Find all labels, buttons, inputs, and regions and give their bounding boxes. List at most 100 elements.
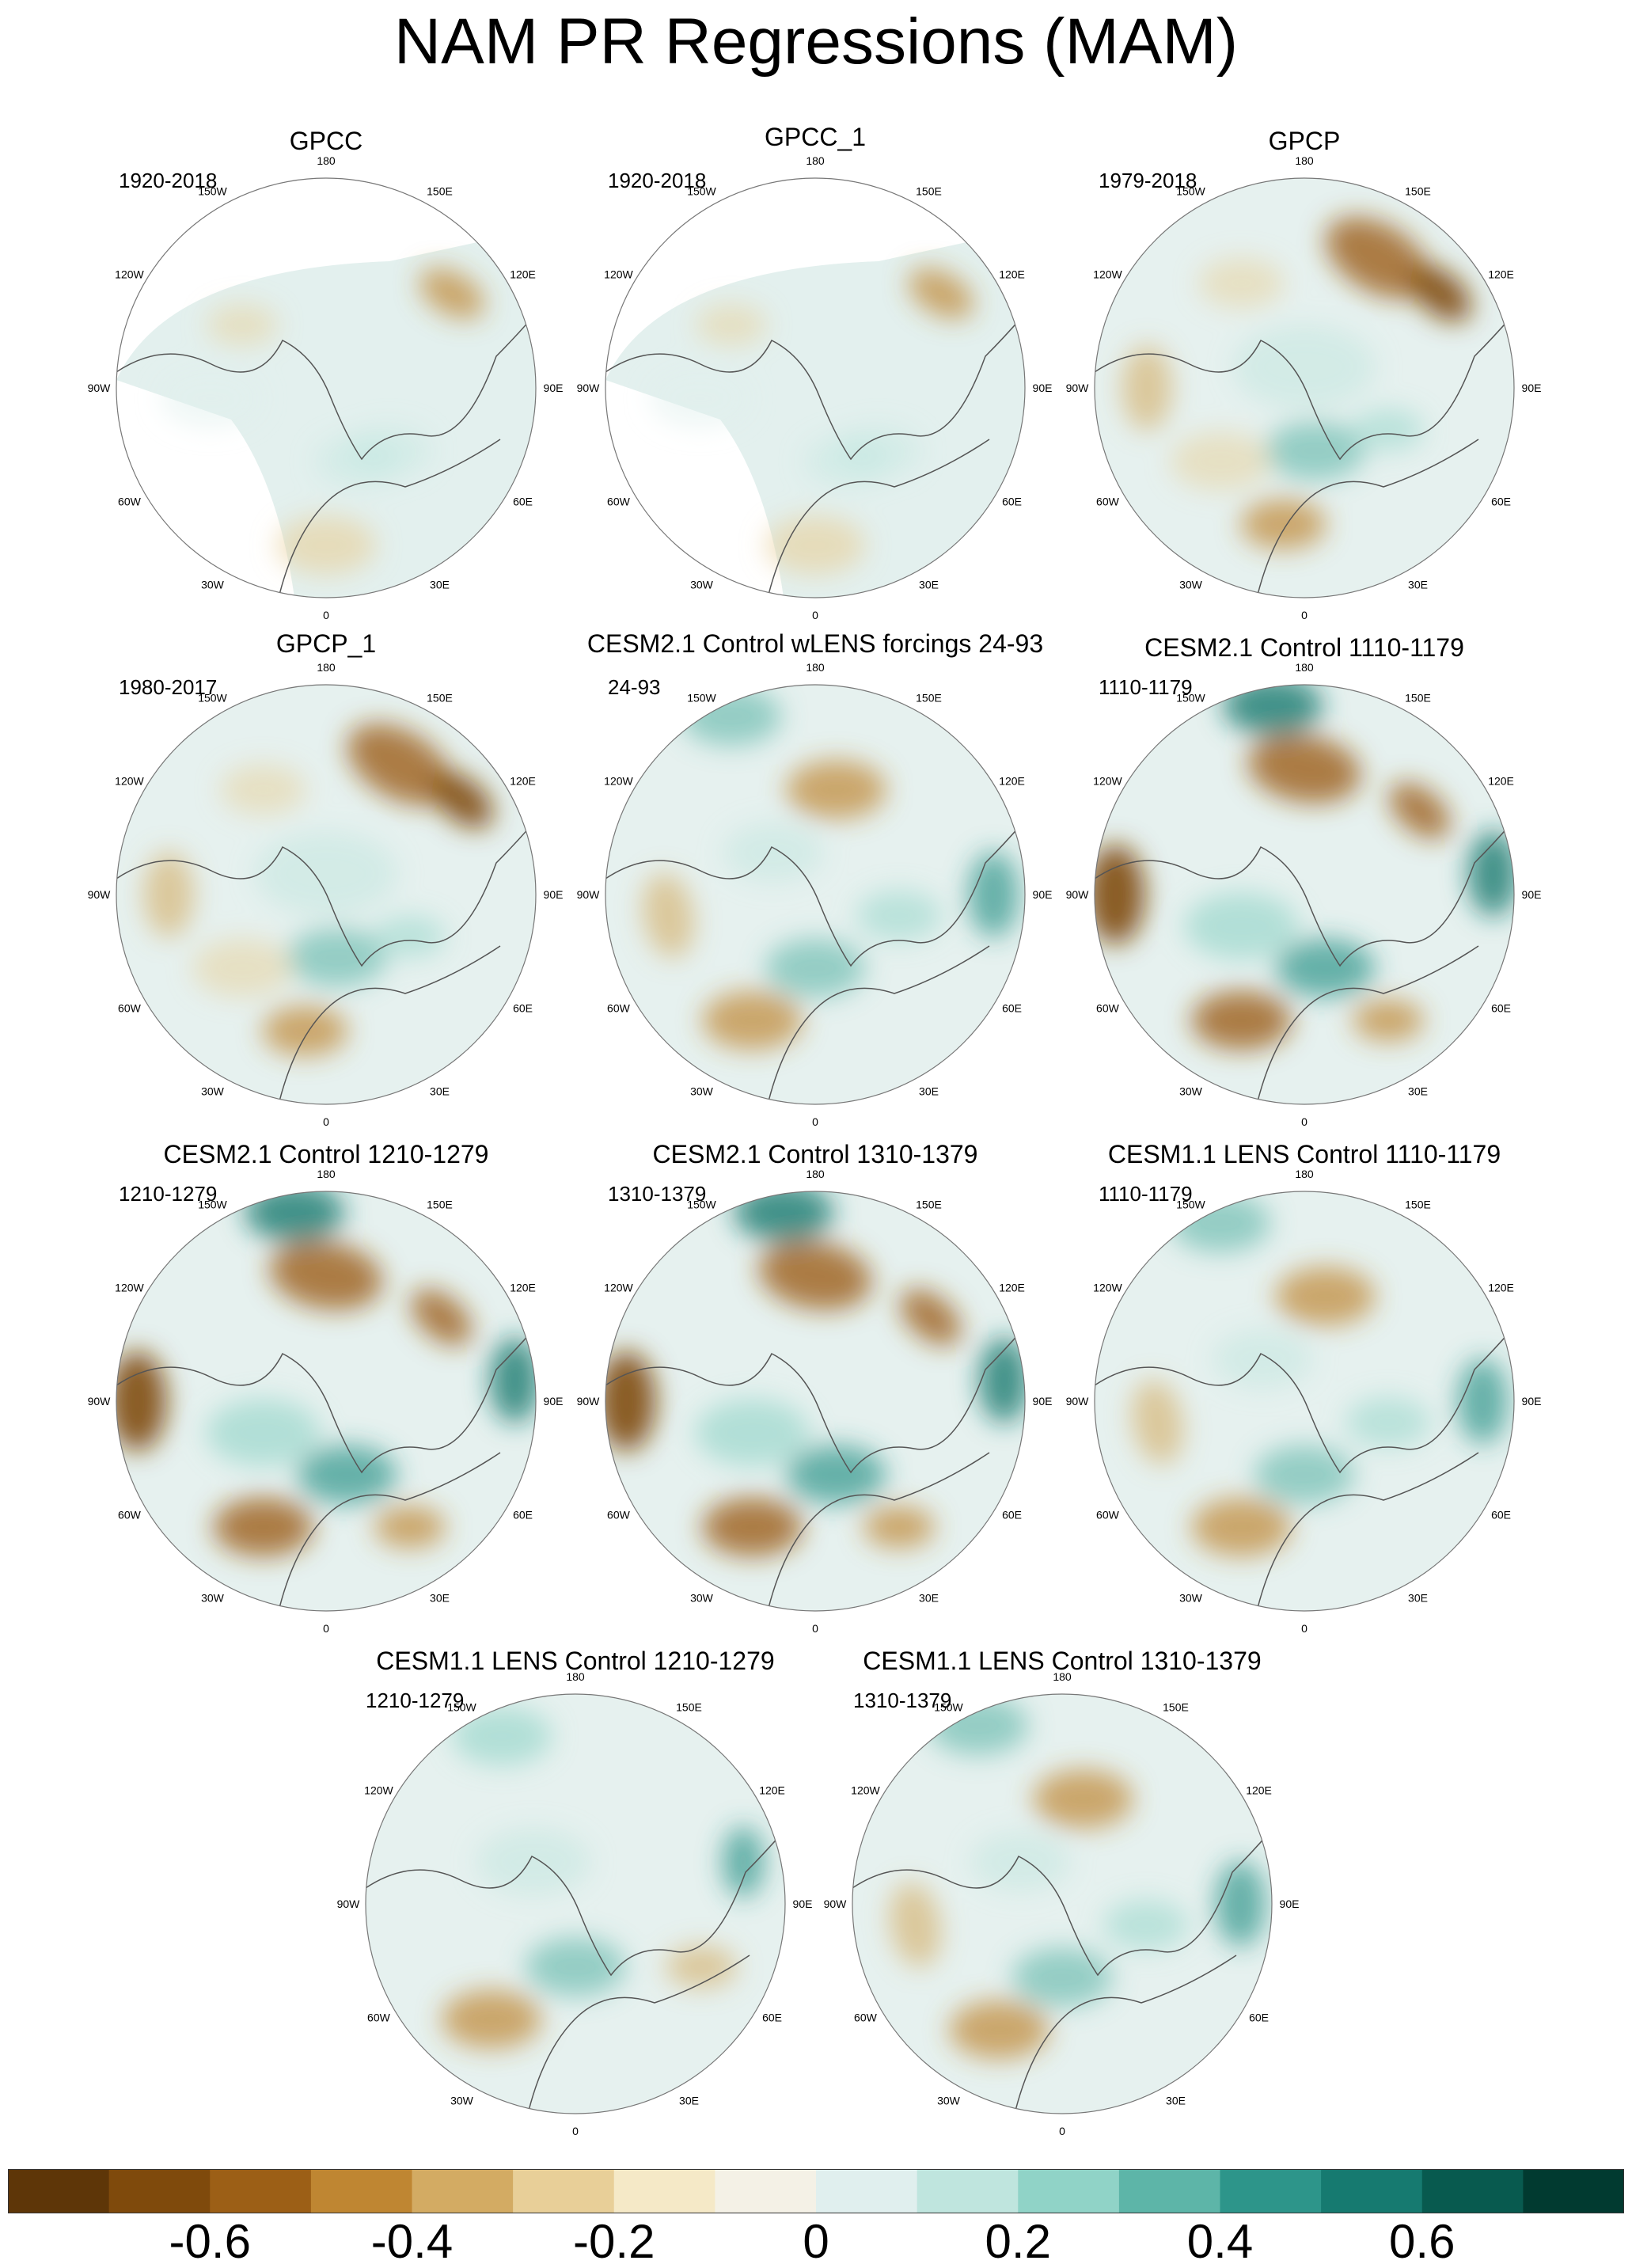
longitude-label: 150E: [1163, 1700, 1189, 1713]
longitude-label: 60W: [1096, 496, 1120, 508]
coastline: [1256, 439, 1479, 598]
colorbar-tick: -0.2: [573, 2215, 655, 2268]
anomaly-region: [1170, 431, 1271, 491]
longitude-label: 60E: [513, 1509, 533, 1521]
longitude-label: 90W: [824, 1898, 848, 1910]
coastline: [605, 1297, 1025, 1474]
longitude-label: 90E: [793, 1898, 813, 1910]
anomaly-region: [1410, 265, 1471, 322]
polar-map: 180 150E 120E 90E 60E 30E 0 30W 60W 90W 120W 150W: [1066, 1168, 1542, 1635]
map-border: [605, 177, 1026, 598]
anomaly-region: [192, 938, 293, 997]
longitude-label: 60E: [1002, 1002, 1022, 1015]
anomaly-region: [650, 369, 750, 428]
map-border: [116, 177, 537, 598]
longitude-label: 30W: [450, 2095, 474, 2107]
colorbar-box: [613, 2169, 715, 2213]
longitude-label: 30W: [201, 1592, 225, 1605]
longitude-label: 30W: [1179, 1592, 1203, 1605]
longitude-label: 150E: [916, 691, 942, 704]
colorbar-outline: [8, 2169, 1624, 2213]
map-border: [365, 1693, 786, 2114]
colorbar-box: [513, 2169, 615, 2213]
anomaly-region: [489, 1337, 536, 1423]
longitude-label: 60W: [1096, 1509, 1120, 1521]
longitude-label: 30W: [690, 1085, 714, 1098]
longitude-label: 60E: [1491, 1002, 1511, 1015]
colorbar-tick: 0: [803, 2215, 829, 2268]
longitude-label: 0: [1301, 1622, 1307, 1635]
panel-period: 1980-2017: [119, 675, 218, 699]
anomaly-region: [1275, 938, 1376, 997]
longitude-label: 150W: [687, 1198, 716, 1210]
colorbar-box: [1421, 2169, 1524, 2213]
panel-title: GPCC_1: [764, 123, 867, 151]
panel-title: CESM1.1 LENS Control 1210-1279: [376, 1647, 775, 1675]
longitude-label: 60E: [762, 2012, 782, 2024]
map-border: [605, 684, 1026, 1105]
map-border: [116, 1191, 537, 1612]
longitude-label: 60E: [1002, 496, 1022, 508]
longitude-label: 120E: [1488, 268, 1514, 281]
longitude-label: 60W: [118, 496, 142, 508]
longitude-label: 180: [317, 1168, 336, 1180]
longitude-label: 180: [806, 1168, 825, 1180]
anomaly-region: [1254, 1445, 1355, 1504]
longitude-label: 0: [572, 2125, 579, 2137]
longitude-label: 30W: [201, 579, 225, 591]
longitude-label: 30E: [1408, 579, 1428, 591]
coastline: [605, 284, 1025, 461]
longitude-label: 120E: [999, 268, 1025, 281]
coastline: [605, 791, 1025, 967]
map-border: [605, 1191, 1026, 1612]
anomaly-region: [275, 515, 377, 575]
longitude-label: 120E: [759, 1784, 785, 1797]
longitude-label: 150W: [198, 691, 227, 704]
longitude-label: 30W: [690, 1592, 714, 1605]
anomaly-region: [722, 1825, 765, 1898]
anomaly-region: [1457, 1358, 1509, 1445]
longitude-label: 120W: [1093, 268, 1122, 281]
longitude-label: 30E: [430, 1085, 450, 1098]
coastline: [767, 1452, 990, 1611]
longitude-label: 30E: [430, 579, 450, 591]
colorbar-box: [210, 2169, 312, 2213]
longitude-label: 90W: [577, 888, 601, 901]
colorbar-box: [1018, 2169, 1120, 2213]
longitude-label: 90W: [337, 1898, 361, 1910]
longitude-label: 150W: [1176, 184, 1205, 197]
colorbar-box: [715, 2169, 817, 2213]
anomaly-region: [1325, 217, 1430, 299]
anomaly-region: [525, 1937, 626, 1996]
anomaly-region: [374, 1506, 446, 1548]
longitude-label: 90W: [577, 382, 601, 394]
anomaly-region: [900, 1289, 962, 1346]
anomaly-region: [374, 915, 446, 958]
longitude-label: 0: [1301, 1115, 1307, 1128]
longitude-label: 120E: [1488, 1282, 1514, 1294]
panel-period: 1920-2018: [119, 169, 218, 192]
anomaly-region: [476, 1828, 591, 1896]
longitude-label: 120E: [999, 775, 1025, 788]
longitude-label: 60E: [513, 496, 533, 508]
longitude-label: 60W: [607, 1509, 631, 1521]
longitude-label: 60E: [1002, 1509, 1022, 1521]
longitude-label: 30E: [1408, 1592, 1428, 1605]
longitude-label: 120W: [1093, 775, 1122, 788]
coastline: [1095, 1297, 1514, 1474]
anomaly-region: [1033, 1769, 1133, 1829]
longitude-label: 90W: [577, 1395, 601, 1408]
longitude-label: 150W: [1176, 1198, 1205, 1210]
colorbar-box: [8, 2169, 110, 2213]
anomaly-region: [346, 425, 432, 477]
longitude-label: 60E: [513, 1002, 533, 1015]
longitude-label: 30E: [1408, 1085, 1428, 1098]
longitude-label: 90W: [1066, 1395, 1090, 1408]
polar-map: 180 150E 120E 90E 60E 30E 0 30W 60W 90W 120W 150W: [337, 1670, 813, 2137]
anomaly-region: [1095, 844, 1145, 945]
polar-map: 180 150E 120E 90E 60E 30E 0 30W 60W 90W 120W 150W: [1066, 661, 1542, 1128]
longitude-label: 120E: [510, 268, 536, 281]
coastline: [1014, 1955, 1237, 2114]
anomaly-region: [297, 1445, 397, 1504]
longitude-label: 120W: [364, 1784, 393, 1797]
